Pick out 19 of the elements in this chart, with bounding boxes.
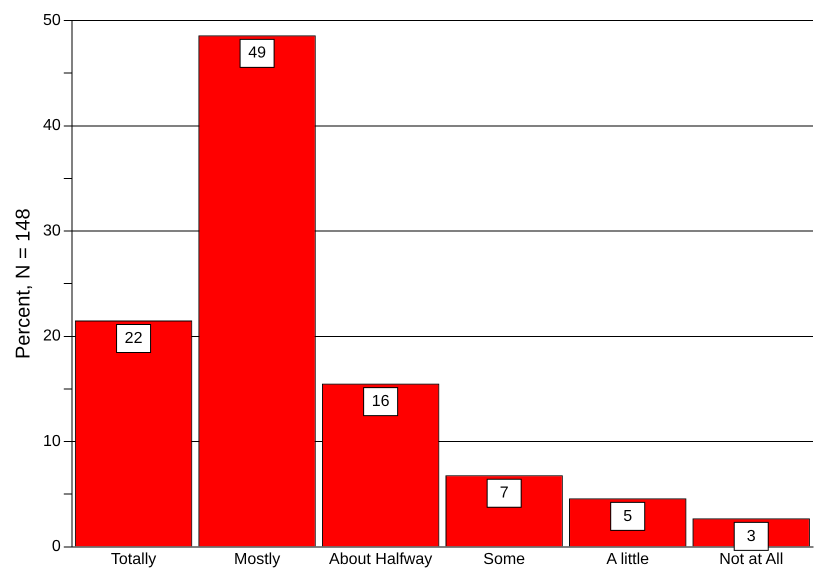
y-tick-label: 50	[43, 12, 61, 30]
data-label: 5	[623, 508, 632, 525]
data-label: 16	[372, 393, 390, 410]
x-tick-label: Not at All	[719, 550, 784, 568]
y-tick-label: 20	[43, 328, 61, 345]
data-label: 7	[500, 484, 509, 502]
y-tick-label: 30	[43, 222, 61, 240]
y-tick-label: 40	[43, 117, 61, 134]
x-tick-label: Totally	[110, 550, 156, 568]
x-tick-label: A little	[606, 550, 650, 568]
x-tick-label: Mostly	[234, 550, 280, 568]
x-tick-label: About Halfway	[329, 550, 432, 568]
x-tick-label: Some	[483, 550, 526, 568]
data-label: 3	[746, 528, 756, 545]
y-axis-title: Percent, N = 148	[12, 208, 35, 360]
y-tick-label: 10	[43, 432, 61, 450]
data-label: 22	[124, 330, 143, 347]
y-tick-label: 0	[52, 538, 61, 556]
data-label: 49	[248, 44, 266, 62]
